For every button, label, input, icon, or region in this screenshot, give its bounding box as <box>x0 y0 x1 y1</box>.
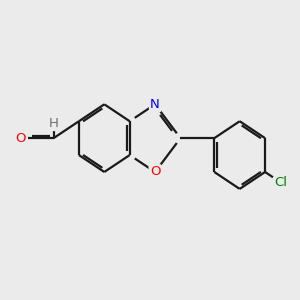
Text: O: O <box>150 166 160 178</box>
Text: Cl: Cl <box>274 176 287 189</box>
Text: O: O <box>16 132 26 145</box>
Text: N: N <box>150 98 160 111</box>
Text: H: H <box>49 117 58 130</box>
